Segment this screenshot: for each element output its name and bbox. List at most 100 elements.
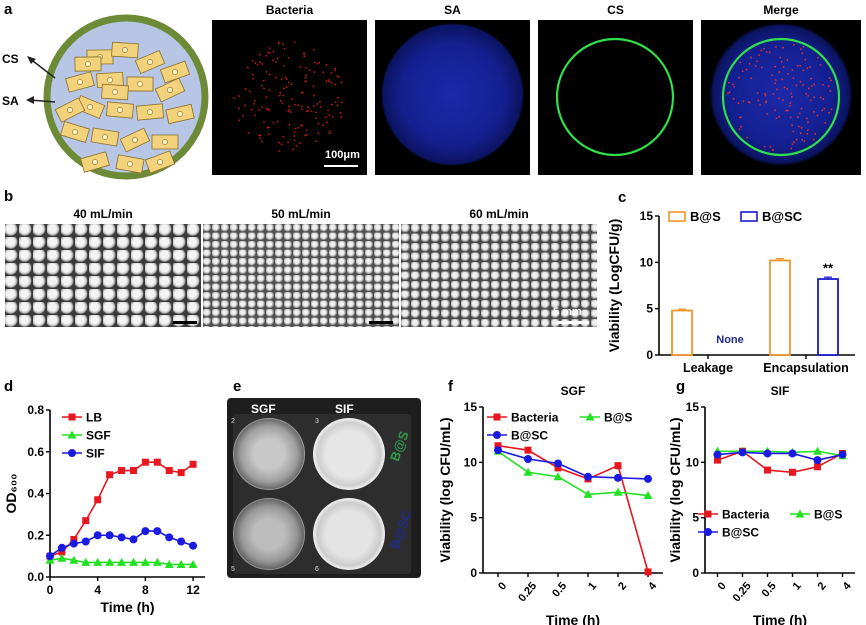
merge-red-dot <box>813 96 816 99</box>
series-line <box>717 451 843 461</box>
red-dot <box>287 110 290 112</box>
legend-item-bsc: B@SC <box>487 429 548 443</box>
x-tick-label: 12 <box>186 583 200 597</box>
well-sif-bsc <box>313 498 385 570</box>
y-tick-label: 0 <box>470 566 477 580</box>
red-dot <box>280 78 283 81</box>
merge-red-dot <box>791 124 794 127</box>
legend-label: LB <box>86 411 102 425</box>
red-dot <box>316 103 319 105</box>
data-point <box>177 469 185 477</box>
red-dot <box>238 95 240 98</box>
merge-red-dot <box>728 91 731 94</box>
red-dot <box>258 134 260 137</box>
bar <box>671 309 693 356</box>
merge-red-dot <box>802 46 805 48</box>
cell-nucleus <box>117 107 123 113</box>
red-dot <box>237 107 240 110</box>
series-bsc <box>713 448 847 465</box>
data-point <box>643 491 653 500</box>
flow-title-50: 50 mL/min <box>271 207 331 221</box>
red-dot <box>287 141 289 144</box>
merge-red-dot <box>732 97 735 100</box>
legend-label: B@SC <box>511 429 548 443</box>
legend-marker <box>795 509 805 518</box>
merge-red-dot <box>774 65 777 68</box>
cell-nucleus <box>127 161 133 167</box>
red-dot <box>252 77 255 80</box>
cell-nucleus <box>157 159 163 165</box>
red-dot <box>307 106 309 109</box>
merge-red-dot <box>786 109 789 112</box>
merge-red-dot <box>801 138 804 141</box>
data-point <box>494 446 502 455</box>
panel-label-e: e <box>233 378 242 395</box>
merge-red-dot <box>764 94 767 97</box>
merge-red-dot <box>745 68 748 71</box>
cell-nucleus <box>87 104 93 110</box>
red-dot <box>276 57 279 60</box>
red-dot <box>261 140 263 143</box>
y-tick-label: 15 <box>686 400 700 414</box>
bacterium-cell <box>101 83 129 101</box>
merge-red-dot <box>748 101 751 104</box>
merge-red-dot <box>806 132 809 135</box>
red-dot <box>300 91 303 94</box>
merge-red-dot <box>785 109 788 112</box>
data-point <box>738 448 747 457</box>
data-point <box>57 543 66 552</box>
y-axis-title: OD₆₀₀ <box>3 474 19 514</box>
data-point <box>165 467 173 475</box>
microcapsule-schematic <box>26 14 209 180</box>
y-tick-label: 15 <box>640 209 654 223</box>
merge-red-dot <box>764 101 767 104</box>
merge-red-dot <box>797 125 800 128</box>
red-dot <box>310 110 313 113</box>
series-sif <box>46 527 198 561</box>
merge-shell-ring <box>721 37 841 157</box>
legend-marker <box>68 413 76 421</box>
red-dot <box>251 108 253 111</box>
cell-nucleus <box>147 59 153 65</box>
scale-bar-label-a: 100μm <box>325 149 360 161</box>
merge-red-dot <box>807 95 810 97</box>
merge-red-dot <box>796 64 799 67</box>
cell-nucleus <box>132 137 138 143</box>
data-point <box>69 539 78 548</box>
red-dot <box>254 114 256 117</box>
series-sgf <box>45 553 198 568</box>
legend-item-bs: B@S <box>668 209 721 224</box>
bacterium-cell <box>159 60 191 84</box>
legend-item-bacteria: Bacteria <box>698 508 770 522</box>
merge-red-dot <box>802 84 804 87</box>
cell-nucleus <box>102 134 108 140</box>
merge-red-dot <box>726 92 729 95</box>
legend-label: SIF <box>86 447 105 461</box>
cell-nucleus <box>72 129 78 135</box>
red-dot <box>254 62 257 64</box>
merge-red-dot <box>754 65 757 67</box>
merge-red-dot <box>819 96 822 99</box>
red-dot <box>265 54 268 57</box>
red-dot <box>260 84 263 87</box>
well-plate-photo: SGF SIF 2 3 5 6 B@S B@SC <box>227 398 421 578</box>
cs-arrowhead <box>27 56 36 64</box>
bacterium-cell <box>111 41 139 59</box>
red-bacteria-dots <box>233 41 343 152</box>
red-dot <box>328 114 331 116</box>
data-point <box>494 442 502 450</box>
x-axis-title: Time (h) <box>546 612 600 625</box>
red-dot <box>289 111 292 113</box>
merge-red-dot <box>807 129 809 131</box>
merge-red-dot <box>795 84 798 87</box>
data-point <box>129 467 137 475</box>
merge-red-dot <box>741 70 744 73</box>
y-tick-label: 0 <box>692 566 699 580</box>
merge-red-dot <box>759 103 762 106</box>
bacteria-cells <box>54 41 195 174</box>
data-point <box>713 450 722 459</box>
data-point <box>813 456 822 465</box>
red-dot <box>304 80 307 83</box>
y-tick-label: 10 <box>464 455 478 469</box>
red-dot <box>268 47 271 50</box>
